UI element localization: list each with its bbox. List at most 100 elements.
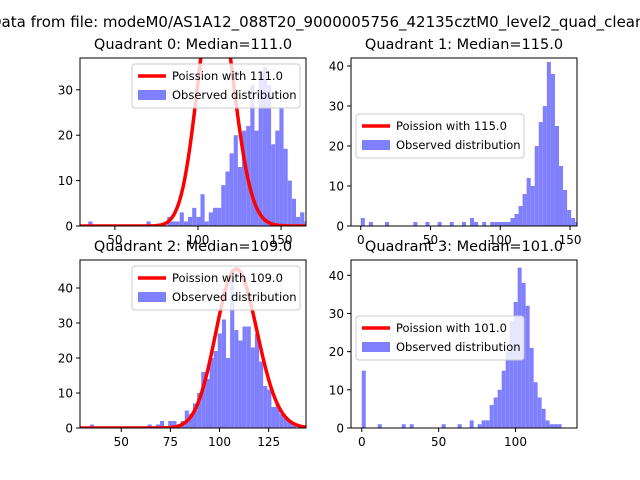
legend-box (131, 265, 301, 311)
quadrant-1-ytick-label: 30 (329, 100, 344, 114)
quadrant-2-hist-bar (172, 421, 177, 428)
quadrant-2-ytick-label: 0 (65, 422, 73, 436)
quadrant-0-hist-bar (200, 194, 205, 226)
quadrant-0-ytick-label: 20 (58, 129, 73, 143)
quadrant-0-xtick-label: 150 (270, 233, 293, 247)
quadrant-3-hist-bar (537, 397, 542, 428)
quadrant-0-hist-bar (171, 221, 176, 226)
quadrant-2-hist-bar (209, 358, 214, 428)
quadrant-2-hist-bar (238, 340, 243, 428)
quadrant-2-axes-frame (79, 259, 307, 429)
quadrant-2-hist-bar (279, 414, 284, 428)
quadrant-1-hist-bar (575, 222, 577, 226)
quadrant-2-ytick-label: 30 (58, 317, 73, 331)
quadrant-1-hist-bar (502, 222, 507, 226)
quadrant-1-hist-bar (425, 222, 430, 226)
quadrant-0-hist-bar (208, 212, 213, 226)
quadrant-1-hist-bar (506, 222, 511, 226)
quadrant-1-histogram (360, 62, 577, 226)
quadrant-2-hist-bar (217, 333, 222, 428)
quadrant-0-poisson-curve (80, 58, 306, 226)
quadrant-3-hist-bar (553, 424, 558, 428)
quadrant-1-hist-bar (510, 218, 515, 226)
quadrant-2-hist-bar (250, 347, 255, 428)
quadrant-1-hist-bar (498, 222, 503, 226)
quadrant-2-xtick-label: 100 (208, 435, 231, 449)
quadrant-2-hist-bar (259, 361, 264, 428)
quadrant-1-hist-bar (474, 222, 479, 226)
quadrant-2-hist-bar (271, 407, 276, 428)
quadrant-0-xtick-label: 100 (187, 233, 210, 247)
quadrant-3-ytick-label: 10 (329, 383, 344, 397)
quadrant-3-hist-bar (489, 405, 494, 428)
quadrant-0-hist-bar (192, 207, 197, 226)
quadrant-2-legend: Poission with 109.0 Observed distribution (131, 265, 301, 311)
quadrant-1-hist-bar (437, 222, 442, 226)
quadrant-2-hist-bar (254, 333, 260, 428)
quadrant-3-hist-bar (513, 302, 518, 428)
quadrant-0-hist-bar (175, 221, 180, 226)
quadrant-3-hist-bar (477, 424, 482, 428)
quadrant-1-title: Quadrant 1: Median=115.0 (365, 37, 563, 53)
quadrant-0-ytick-label: 10 (58, 174, 73, 188)
quadrant-1-xtick-label: 150 (559, 233, 582, 247)
quadrant-0-hist-bar (237, 166, 243, 226)
quadrant-0-hist-bar (188, 216, 193, 226)
quadrant-2-ytick-label: 10 (58, 387, 73, 401)
quadrant-2-title: Quadrant 2: Median=109.0 (94, 239, 292, 255)
quadrant-1-hist-bar (461, 222, 466, 226)
quadrant-1-hist-bar (546, 62, 551, 226)
quadrant-1-hist-bar (449, 222, 454, 226)
quadrant-0-hist-bar (283, 148, 288, 226)
quadrant-0-hist-bar (254, 130, 259, 226)
legend-box (355, 315, 525, 361)
legend-hist-label: Observed distribution (396, 340, 521, 354)
quadrant-1-xtick-label: 100 (489, 233, 512, 247)
quadrant-3-ytick-label: 20 (329, 345, 344, 359)
quadrant-0-legend: Poission with 111.0 Observed distribution (131, 63, 301, 109)
quadrant-1-xtick-label: 50 (423, 233, 438, 247)
quadrant-2-xtick-label: 75 (163, 435, 178, 449)
quadrant-0-hist-bar (88, 221, 93, 226)
quadrant-2-hist-bar (221, 319, 227, 428)
quadrant-1-hist-bar (563, 190, 568, 226)
quadrant-3-xtick-label: 0 (358, 435, 366, 449)
quadrant-0-hist-bar (287, 180, 292, 226)
quadrant-0-hist-bar (217, 207, 222, 226)
quadrant-3-hist-bar (529, 347, 534, 428)
quadrant-2-histogram (89, 274, 297, 428)
quadrant-3-hist-bar (509, 321, 514, 428)
quadrant-2-hist-bar (230, 274, 235, 428)
quadrant-0-hist-bar (212, 207, 218, 226)
legend-hist-swatch (138, 292, 166, 302)
quadrant-3-hist-bar (469, 420, 474, 428)
quadrant-0-xtick-label: 50 (107, 233, 122, 247)
quadrant-1-hist-bar (482, 222, 487, 226)
quadrant-1-hist-bar (368, 222, 373, 226)
quadrant-0-hist-bar (291, 198, 297, 226)
quadrant-0-hist-bar (179, 212, 184, 226)
quadrant-3-hist-bar (533, 382, 538, 428)
quadrant-0-hist-bar (221, 185, 226, 226)
legend-line-label: Poission with 115.0 (396, 119, 507, 133)
quadrant-1-ytick-label: 10 (329, 180, 344, 194)
quadrant-3-xtick-label: 50 (431, 435, 446, 449)
quadrant-3-panel: 0 50 100 0 10 20 30 40 Poission with 101.0 Observ… (329, 239, 578, 449)
suptitle-text: Data from file: modeM0/AS1A12_088T20_900… (0, 13, 640, 31)
quadrant-1-hist-bar (550, 74, 555, 226)
quadrant-1-panel: 0 50 100 150 0 10 20 30 40 Poission with 115.0 Obs… (329, 37, 582, 247)
quadrant-2-hist-bar (263, 386, 268, 428)
quadrant-2-hist-bar (234, 330, 239, 428)
quadrant-0-hist-bar (204, 221, 209, 226)
quadrant-3-hist-bar (525, 305, 530, 428)
quadrant-3-hist-bar (481, 420, 486, 428)
legend-line-label: Poission with 109.0 (172, 271, 283, 285)
quadrant-3-hist-bar (401, 424, 406, 428)
quadrant-3-ytick-label: 0 (336, 422, 344, 436)
quadrant-2-hist-bar (283, 417, 288, 428)
quadrant-0-hist-bar (233, 135, 238, 226)
quadrant-0-panel: 50 100 150 0 10 20 30 Poission with 111.0 Observ… (58, 37, 307, 247)
quadrant-1-hist-bar (469, 218, 475, 226)
quadrant-2-xtick-label: 125 (257, 435, 280, 449)
quadrant-2-hist-bar (168, 421, 173, 428)
